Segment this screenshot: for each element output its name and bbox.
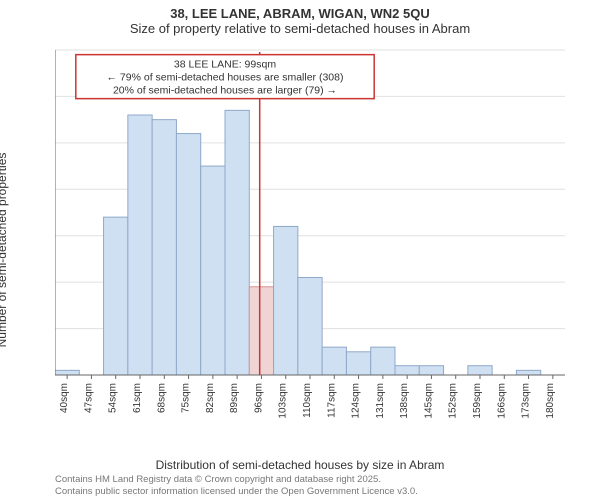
histogram-bar xyxy=(104,217,128,375)
svg-text:159sqm: 159sqm xyxy=(472,383,483,419)
histogram-plot: 010203040506070 40sqm47sqm54sqm61sqm68sq… xyxy=(55,45,575,430)
histogram-bar xyxy=(395,366,419,375)
svg-text:54sqm: 54sqm xyxy=(108,383,119,413)
histogram-bar xyxy=(201,166,225,375)
svg-text:138sqm: 138sqm xyxy=(399,383,410,419)
chart-title-line2: Size of property relative to semi-detach… xyxy=(0,21,600,38)
svg-text:82sqm: 82sqm xyxy=(205,383,216,413)
svg-text:75sqm: 75sqm xyxy=(181,383,192,413)
chart-container: { "title_line1": "38, LEE LANE, ABRAM, W… xyxy=(0,0,600,500)
svg-text:145sqm: 145sqm xyxy=(423,383,434,419)
svg-text:131sqm: 131sqm xyxy=(375,383,386,419)
histogram-bar xyxy=(55,370,79,375)
histogram-bar xyxy=(249,287,273,375)
svg-text:152sqm: 152sqm xyxy=(448,383,459,419)
svg-text:89sqm: 89sqm xyxy=(229,383,240,413)
svg-text:96sqm: 96sqm xyxy=(253,383,264,413)
histogram-bar xyxy=(322,347,346,375)
footer-line2: Contains public sector information licen… xyxy=(55,486,590,498)
histogram-bar xyxy=(346,352,370,375)
callout-line2: ← 79% of semi-detached houses are smalle… xyxy=(107,72,344,84)
svg-text:124sqm: 124sqm xyxy=(351,383,362,419)
svg-text:180sqm: 180sqm xyxy=(545,383,556,419)
svg-text:40sqm: 40sqm xyxy=(59,383,70,413)
y-axis-label: Number of semi-detached properties xyxy=(0,55,9,250)
histogram-bar xyxy=(152,120,176,375)
histogram-bar xyxy=(298,278,322,376)
histogram-bar xyxy=(371,347,395,375)
svg-text:110sqm: 110sqm xyxy=(302,383,313,418)
footer-line1: Contains HM Land Registry data © Crown c… xyxy=(55,474,590,486)
histogram-bar xyxy=(128,115,152,375)
svg-text:47sqm: 47sqm xyxy=(83,383,94,413)
attribution-footer: Contains HM Land Registry data © Crown c… xyxy=(55,474,590,498)
callout-line1: 38 LEE LANE: 99sqm xyxy=(174,59,276,71)
svg-text:103sqm: 103sqm xyxy=(278,383,289,419)
chart-title-line1: 38, LEE LANE, ABRAM, WIGAN, WN2 5QU xyxy=(0,0,600,21)
svg-text:173sqm: 173sqm xyxy=(521,383,532,419)
svg-text:61sqm: 61sqm xyxy=(132,383,143,413)
callout-line3: 20% of semi-detached houses are larger (… xyxy=(113,85,337,97)
histogram-bar xyxy=(176,134,200,375)
histogram-bar xyxy=(516,370,540,375)
histogram-bar xyxy=(225,110,249,375)
x-axis-label: Distribution of semi-detached houses by … xyxy=(0,458,600,472)
histogram-bar xyxy=(274,226,298,375)
histogram-bar xyxy=(468,366,492,375)
histogram-bar xyxy=(419,366,443,375)
svg-text:166sqm: 166sqm xyxy=(496,383,507,419)
svg-text:68sqm: 68sqm xyxy=(156,383,167,413)
svg-text:117sqm: 117sqm xyxy=(326,383,337,418)
